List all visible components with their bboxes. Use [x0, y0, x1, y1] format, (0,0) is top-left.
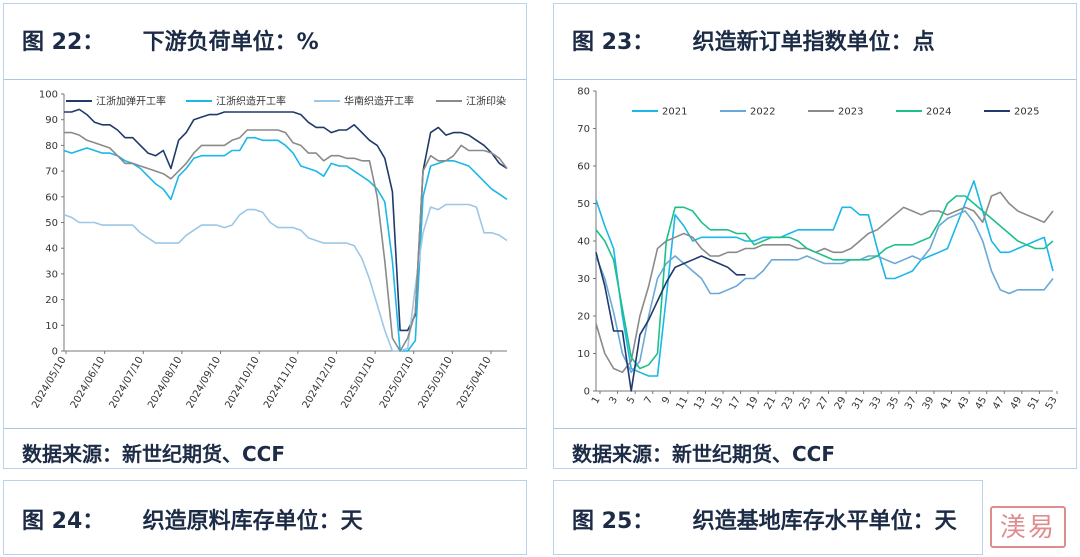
y-tick-label: 30: [577, 274, 590, 285]
y-tick-label: 40: [577, 237, 590, 248]
series-line-2023: [595, 191, 1054, 374]
y-tick-label: 60: [577, 162, 590, 173]
legend-label: 江浙织造开工率: [216, 95, 286, 108]
y-tick-label: 40: [45, 244, 58, 255]
data-source: 数据来源：新世纪期货、CCF: [572, 442, 836, 466]
x-tick-label: 2025/02/10: [378, 355, 416, 410]
data-source: 数据来源：新世纪期货、CCF: [22, 442, 286, 466]
chart-panel-23: 图 23： 织造新订单指数单位：点 0 10 20 30 40 50 60 70 80 1 3 5 7 9…: [553, 3, 1077, 469]
x-tick-label: 31: [850, 395, 866, 412]
x-tick-label: 53: [1044, 395, 1060, 412]
x-tick-label: 43: [956, 395, 972, 412]
x-tick-label: 2024/11/10: [262, 355, 300, 410]
y-tick-label: 80: [45, 141, 58, 152]
y-tick-label: 90: [45, 115, 58, 126]
panel-title: 图 23： 织造新订单指数单位：点: [572, 30, 935, 55]
legend-label: 2024: [926, 107, 951, 118]
y-tick-label: 70: [577, 124, 590, 135]
x-tick-label: 51: [1026, 395, 1042, 412]
legend-label: 2021: [662, 107, 687, 118]
y-tick-label: 80: [577, 87, 590, 98]
legend-label: 江浙印染: [466, 95, 506, 108]
y-tick-label: 0: [584, 387, 590, 398]
chart-panel-24: 图 24： 织造原料库存单位：天: [3, 480, 527, 555]
x-tick-label: 41: [938, 395, 954, 412]
x-tick-label: 2024/09/10: [185, 355, 223, 410]
series-line-江浙织造开工率: [63, 136, 508, 352]
x-tick-label: 21: [762, 395, 778, 412]
series-line-2025: [595, 252, 746, 392]
y-tick-label: 50: [577, 199, 590, 210]
y-tick-label: 20: [577, 312, 590, 323]
y-tick-label: 70: [45, 167, 58, 178]
x-tick-label: 9: [660, 395, 673, 406]
x-tick-label: 13: [692, 395, 708, 412]
x-tick-label: 23: [780, 395, 796, 412]
y-tick-label: 20: [45, 295, 58, 306]
legend-label: 2022: [750, 107, 775, 118]
panel-header: 图 23： 织造新订单指数单位：点: [554, 4, 1076, 80]
x-tick-label: 2025/01/10: [339, 355, 377, 410]
panel-footer: 数据来源：新世纪期货、CCF: [4, 428, 526, 471]
panel-title: 图 25： 织造基地库存水平单位：天: [572, 509, 957, 534]
x-tick-label: 35: [886, 395, 902, 412]
y-tick-label: 10: [45, 321, 58, 332]
x-tick-label: 2024/06/10: [69, 355, 107, 410]
y-tick-label: 0: [52, 347, 58, 358]
x-tick-label: 5: [625, 395, 638, 406]
x-tick-label: 33: [868, 395, 884, 412]
x-tick-label: 49: [1009, 395, 1025, 412]
x-tick-label: 2024/05/10: [30, 355, 68, 410]
legend-label: 2025: [1014, 107, 1039, 118]
x-tick-label: 27: [815, 395, 831, 412]
y-tick-label: 30: [45, 269, 58, 280]
x-tick-label: 37: [903, 395, 919, 412]
series-line-江浙加弹开工率: [64, 108, 508, 332]
series-line-2021: [595, 180, 1054, 377]
x-tick-label: 19: [745, 395, 761, 412]
panel-title: 图 22： 下游负荷单位：%: [22, 30, 319, 55]
x-tick-label: 11: [675, 395, 691, 412]
x-tick-label: 3: [607, 395, 620, 406]
x-tick-label: 15: [710, 395, 726, 412]
y-tick-label: 10: [577, 349, 590, 360]
x-tick-label: 39: [921, 395, 937, 412]
y-tick-label: 100: [39, 90, 58, 101]
x-tick-label: 7: [643, 395, 656, 406]
panel-title: 图 24： 织造原料库存单位：天: [22, 509, 363, 534]
x-tick-label: 25: [798, 395, 814, 412]
legend-label: 华南织造开工率: [344, 95, 414, 108]
x-tick-label: 45: [973, 395, 989, 412]
panel-header: 图 22： 下游负荷单位：%: [4, 4, 526, 80]
y-tick-label: 50: [45, 218, 58, 229]
x-tick-label: 2025/03/10: [417, 355, 455, 410]
series-line-2022: [595, 210, 1054, 374]
x-tick-label: 29: [833, 395, 849, 412]
x-tick-label: 2024/07/10: [108, 355, 146, 410]
x-tick-label: 1: [590, 395, 603, 406]
legend-label: 江浙加弹开工率: [96, 95, 166, 108]
legend-label: 2023: [838, 107, 863, 118]
y-tick-label: 60: [45, 192, 58, 203]
x-tick-label: 2024/08/10: [146, 355, 184, 410]
series-line-2024: [595, 195, 1054, 370]
x-tick-label: 47: [991, 395, 1007, 412]
x-tick-label: 17: [727, 395, 743, 412]
panel-footer: 数据来源：新世纪期货、CCF: [554, 428, 1076, 471]
series-line-江浙印染: [64, 129, 508, 352]
x-tick-label: 2024/10/10: [223, 355, 261, 410]
x-tick-label: 2024/12/10: [301, 355, 339, 410]
chart-panel-22: 图 22： 下游负荷单位：% 0 10 20 30 40 50 60 70 80 90 100 202…: [3, 3, 527, 469]
seal-stamp: 渼易: [990, 506, 1066, 548]
chart-panel-25: 图 25： 织造基地库存水平单位：天: [553, 480, 983, 555]
x-tick-label: 2025/04/10: [455, 355, 493, 410]
series-line-华南织造开工率: [63, 203, 508, 352]
load-chart: 0 10 20 30 40 50 60 70 80 90 100 2024/05/10 2024/06/…: [30, 90, 508, 410]
